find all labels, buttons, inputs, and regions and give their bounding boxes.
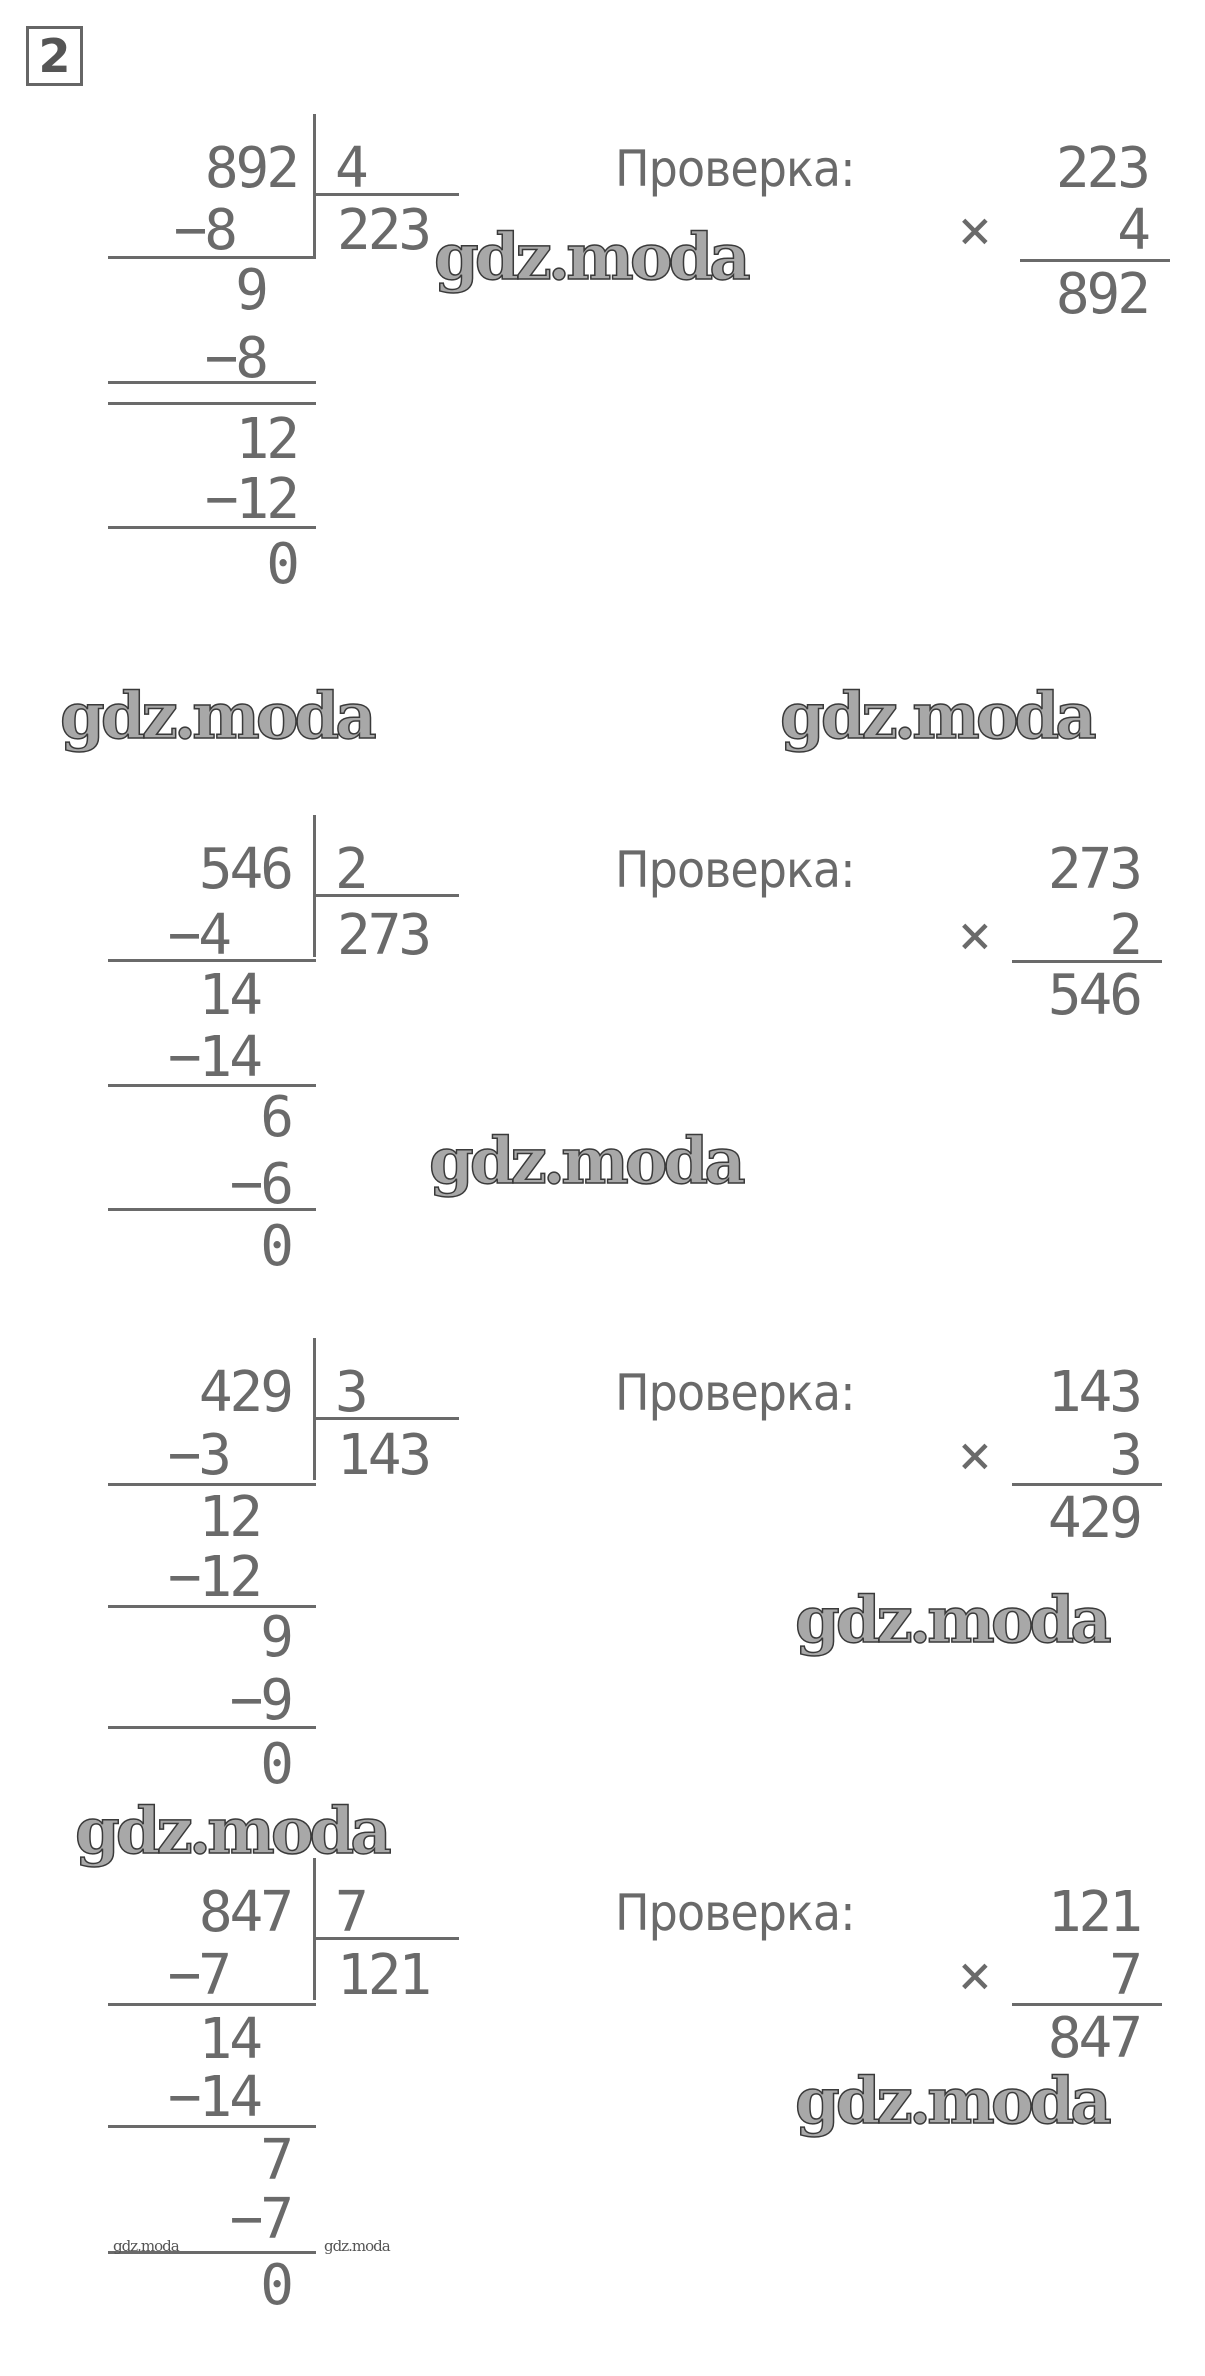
dividend: 847: [198, 1880, 294, 1945]
times-sign: ×: [958, 198, 992, 263]
check-factor1: 143: [1047, 1360, 1143, 1425]
division-step: −7: [229, 2187, 294, 2252]
multiplication-line: [1012, 960, 1162, 963]
subtraction-line: [108, 959, 316, 962]
division-step: 6: [260, 1085, 294, 1150]
divisor-underline: [313, 894, 459, 897]
multiplication-line: [1012, 1483, 1162, 1486]
quotient: 121: [337, 1943, 432, 2008]
division-step: 9: [235, 258, 269, 323]
dividend: 429: [198, 1360, 294, 1425]
quotient: 143: [337, 1423, 432, 1488]
division-step: 0: [260, 1732, 294, 1797]
times-sign: ×: [958, 903, 992, 968]
quotient: 223: [337, 198, 432, 263]
divisor: 4: [335, 136, 369, 201]
division-step: 14: [198, 963, 263, 1028]
multiplication-line: [1020, 259, 1170, 262]
divisor-underline: [313, 1937, 459, 1940]
subtraction-line: [108, 402, 316, 405]
times-sign: ×: [958, 1423, 992, 1488]
watermark: gdz.moda: [428, 1124, 746, 1199]
division-bar-vertical: [313, 815, 316, 957]
dividend: 892: [204, 136, 300, 201]
check-factor1: 273: [1047, 837, 1143, 902]
check-product: 429: [1047, 1486, 1143, 1551]
division-step: 0: [266, 532, 300, 597]
watermark: gdz.moda: [433, 220, 751, 295]
check-label: Проверка:: [615, 140, 856, 198]
division-step: 7: [260, 2128, 294, 2193]
division-step: 0: [260, 1214, 294, 1279]
division-step: −7: [167, 1943, 232, 2008]
check-label: Проверка:: [615, 1364, 856, 1422]
subtraction-line: [108, 381, 316, 384]
check-label: Проверка:: [615, 1884, 856, 1942]
check-factor2: 3: [1109, 1423, 1143, 1488]
division-step: −14: [167, 1025, 263, 1090]
watermark: gdz.moda: [794, 1583, 1112, 1658]
divisor-underline: [313, 193, 459, 196]
division-step: −12: [204, 467, 300, 532]
check-factor1: 223: [1055, 136, 1151, 201]
subtraction-line: [108, 1208, 316, 1211]
subtraction-line: [108, 2125, 316, 2128]
subtraction-line: [108, 2003, 316, 2006]
subtraction-line: [108, 256, 316, 259]
check-factor2: 7: [1109, 1943, 1143, 2008]
subtraction-line: [108, 1605, 316, 1608]
division-bar-vertical: [313, 1858, 316, 2000]
divisor: 7: [335, 1880, 369, 1945]
division-step: −4: [167, 903, 232, 968]
division-step: 9: [260, 1605, 294, 1670]
watermark: gdz.moda: [74, 1794, 392, 1869]
division-step: 12: [235, 407, 300, 472]
subtraction-line: [108, 1726, 316, 1729]
division-step: −9: [229, 1668, 294, 1733]
watermark: gdz.moda: [794, 2064, 1112, 2139]
divisor-underline: [313, 1417, 459, 1420]
check-product: 546: [1047, 963, 1143, 1028]
check-product: 847: [1047, 2006, 1143, 2071]
check-factor2: 2: [1109, 903, 1143, 968]
division-step: −8: [204, 326, 269, 391]
dividend: 546: [198, 837, 294, 902]
division-bar-vertical: [313, 114, 316, 256]
check-factor2: 4: [1117, 198, 1151, 263]
multiplication-line: [1012, 2003, 1162, 2006]
check-factor1: 121: [1047, 1880, 1143, 1945]
check-label: Проверка:: [615, 841, 856, 899]
division-step: −8: [173, 198, 238, 263]
division-step: −3: [167, 1423, 232, 1488]
subtraction-line: [108, 1483, 316, 1486]
watermark-small: gdz.moda: [324, 2237, 391, 2255]
division-step: 12: [198, 1485, 263, 1550]
check-product: 892: [1055, 262, 1151, 327]
watermark: gdz.moda: [59, 679, 377, 754]
times-sign: ×: [958, 1943, 992, 2008]
division-step: −12: [167, 1545, 263, 1610]
division-step: −6: [229, 1152, 294, 1217]
division-step: 14: [198, 2007, 263, 2072]
subtraction-line: [108, 1084, 316, 1087]
divisor: 3: [335, 1360, 369, 1425]
watermark-small: gdz.moda: [113, 2237, 180, 2255]
division-step: 0: [260, 2253, 294, 2318]
quotient: 273: [337, 903, 432, 968]
subtraction-line: [108, 2251, 316, 2254]
watermark: gdz.moda: [779, 679, 1097, 754]
division-bar-vertical: [313, 1338, 316, 1480]
subtraction-line: [108, 526, 316, 529]
task-number-badge: 2: [26, 26, 83, 86]
division-step: −14: [167, 2065, 263, 2130]
divisor: 2: [335, 837, 369, 902]
